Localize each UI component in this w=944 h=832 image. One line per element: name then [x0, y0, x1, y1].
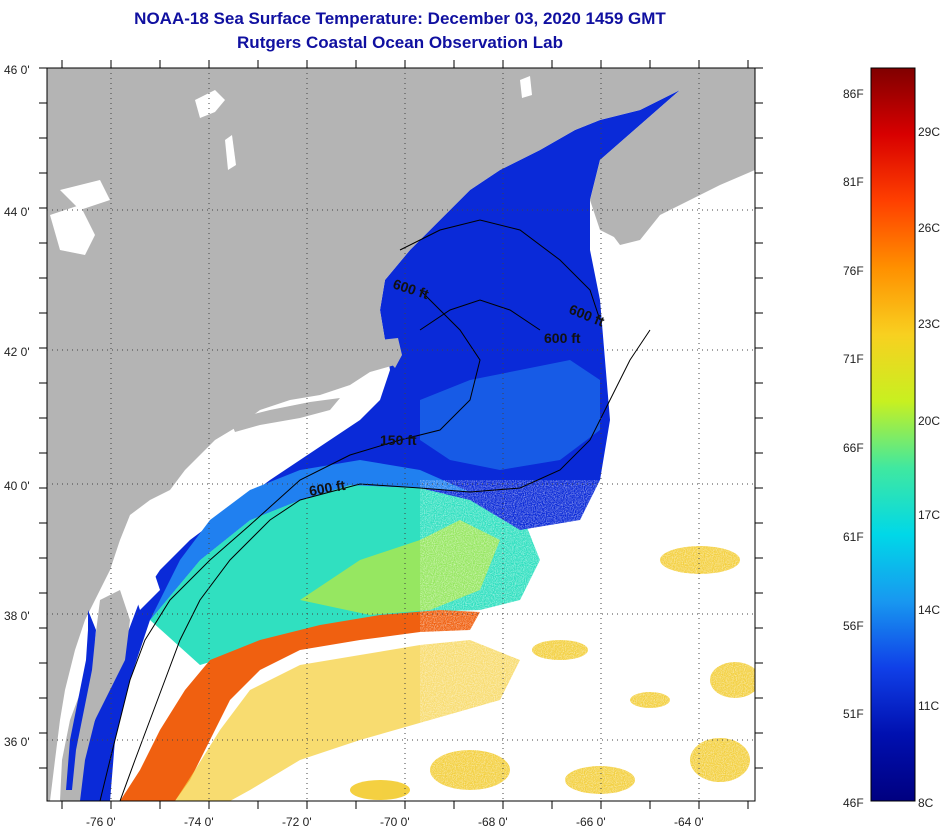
cloud-speckle	[420, 480, 755, 801]
fahrenheit-label: 66F	[843, 441, 864, 455]
fahrenheit-label: 71F	[843, 352, 864, 366]
celsius-label: 29C	[918, 125, 940, 139]
lat-label: 40 0'	[4, 479, 30, 493]
cold-water	[70, 90, 680, 801]
lat-label: 46 0'	[4, 63, 30, 77]
fahrenheit-label: 76F	[843, 264, 864, 278]
delmarva-chesapeake	[60, 590, 130, 801]
mid-shelf-blue	[150, 460, 470, 620]
colorbar	[870, 67, 916, 802]
latitude-labels: 46 0' 44 0' 42 0' 40 0' 38 0' 36 0'	[4, 63, 30, 749]
axis-ticks	[39, 60, 763, 809]
lat-label: 42 0'	[4, 345, 30, 359]
chesapeake-bay	[66, 610, 96, 790]
celsius-label: 26C	[918, 221, 940, 235]
contour-label: 600 ft	[308, 477, 347, 499]
georges-bank	[420, 360, 600, 470]
colorbar-c-labels: 29C 26C 23C 20C 17C 14C 11C 8C	[918, 125, 940, 810]
contour-label: 600 ft	[544, 330, 581, 346]
inland-clouds	[50, 76, 532, 255]
fahrenheit-label: 86F	[843, 87, 864, 101]
cape-cod	[380, 338, 402, 368]
celsius-label: 8C	[918, 796, 934, 810]
celsius-label: 11C	[918, 699, 939, 713]
fahrenheit-label: 81F	[843, 175, 864, 189]
celsius-label: 17C	[918, 508, 940, 522]
lat-label: 36 0'	[4, 735, 30, 749]
delaware-bay	[125, 545, 160, 610]
colorbar-f-labels: 86F 81F 76F 71F 66F 61F 56F 51F 46F	[843, 87, 864, 810]
land-nova-scotia	[598, 115, 755, 245]
longitude-labels: -76 0' -74 0' -72 0' -70 0' -68 0' -66 0…	[86, 815, 704, 829]
celsius-label: 23C	[918, 317, 940, 331]
contour-label: 150 ft	[380, 432, 417, 448]
map-subtitle: Rutgers Coastal Ocean Observation Lab	[237, 33, 563, 52]
fahrenheit-label: 51F	[843, 707, 864, 721]
fahrenheit-label: 46F	[843, 796, 864, 810]
bathymetry-contours	[99, 219, 651, 801]
lon-label: -74 0'	[184, 815, 214, 829]
lon-label: -66 0'	[576, 815, 606, 829]
long-island	[230, 398, 340, 432]
celsius-label: 14C	[918, 603, 940, 617]
lon-label: -68 0'	[478, 815, 508, 829]
graticule	[47, 68, 755, 801]
plot-frame	[46, 67, 756, 802]
lon-label: -64 0'	[674, 815, 704, 829]
land-us	[47, 68, 755, 801]
map-title: NOAA-18 Sea Surface Temperature: Decembe…	[134, 9, 666, 28]
lon-label: -76 0'	[86, 815, 116, 829]
fahrenheit-label: 61F	[843, 530, 864, 544]
celsius-label: 20C	[918, 414, 940, 428]
lon-label: -72 0'	[282, 815, 312, 829]
lon-label: -70 0'	[380, 815, 410, 829]
lat-label: 38 0'	[4, 609, 30, 623]
lat-label: 44 0'	[4, 205, 30, 219]
fahrenheit-label: 56F	[843, 619, 864, 633]
